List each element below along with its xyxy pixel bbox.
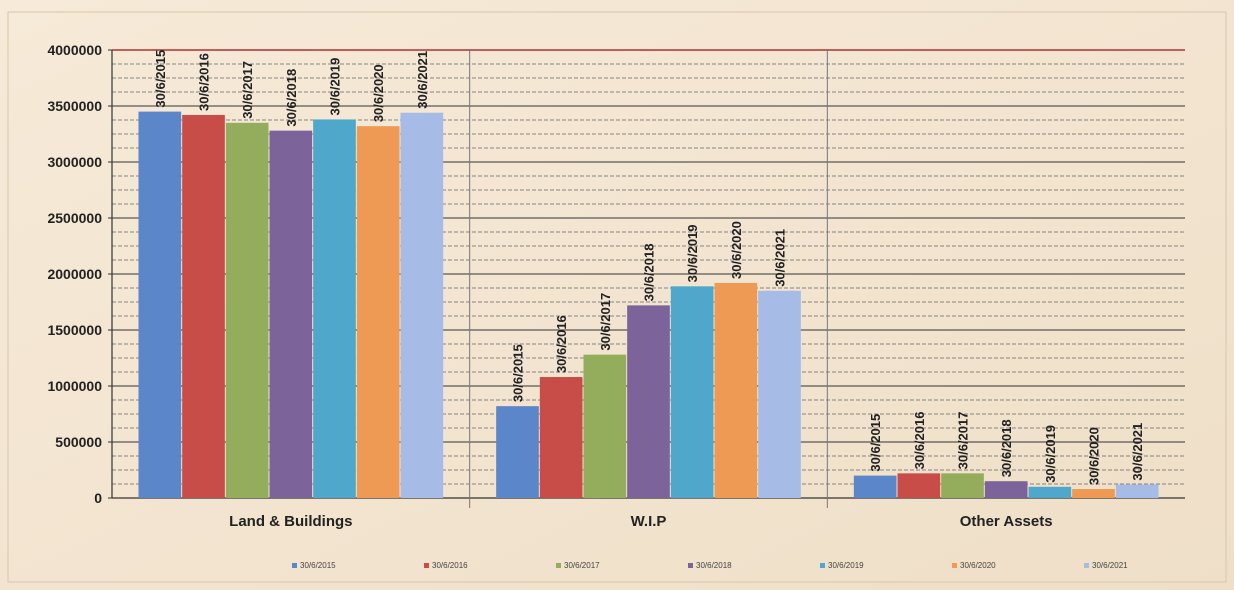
legend-swatch [292, 563, 297, 568]
bar-data-label: 30/6/2019 [328, 58, 343, 116]
legend-swatch [424, 563, 429, 568]
y-tick-label: 3000000 [47, 154, 102, 170]
y-tick-label: 500000 [55, 434, 102, 450]
bar-data-label: 30/6/2017 [598, 293, 613, 351]
bar [627, 305, 670, 498]
legend-label: 30/6/2016 [432, 561, 468, 570]
legend-swatch [688, 563, 693, 568]
legend-label: 30/6/2021 [1092, 561, 1128, 570]
y-tick-label: 1500000 [47, 322, 102, 338]
y-tick-label: 4000000 [47, 42, 102, 58]
bar [356, 126, 400, 498]
bar [313, 119, 356, 498]
bar [670, 286, 714, 498]
bar [138, 111, 182, 498]
bar-data-label: 30/6/2017 [956, 412, 971, 470]
bar-data-label: 30/6/2019 [1043, 425, 1058, 483]
bar [941, 473, 984, 498]
bar-data-label: 30/6/2018 [999, 419, 1014, 477]
bar [400, 112, 444, 498]
bar-data-label: 30/6/2021 [415, 51, 430, 109]
bar [269, 130, 313, 498]
bar-data-label: 30/6/2020 [1087, 427, 1102, 485]
legend: 30/6/2015 30/6/2016 30/6/2017 30/6/2018 30/6… [292, 561, 1128, 570]
x-category-label: Land & Buildings [229, 513, 352, 530]
legend-label: 30/6/2020 [960, 561, 996, 570]
bar-data-label: 30/6/2021 [773, 229, 788, 287]
chart-frame [7, 11, 1227, 583]
y-tick-label: 2000000 [47, 266, 102, 282]
bar [539, 377, 583, 498]
bar [1028, 486, 1072, 498]
bar-layer [138, 111, 1159, 499]
legend-label: 30/6/2018 [696, 561, 732, 570]
legend-swatch [820, 563, 825, 568]
legend-label: 30/6/2015 [300, 561, 336, 570]
bar [225, 122, 269, 499]
bar-data-label: 30/6/2015 [868, 414, 883, 472]
bar-data-label: 30/6/2018 [284, 69, 299, 127]
bar-data-label: 30/6/2016 [912, 412, 927, 470]
x-category-label: W.I.P [631, 513, 667, 530]
bar [853, 475, 897, 498]
x-category-label: Other Assets [960, 513, 1053, 530]
bar [758, 290, 801, 498]
y-tick-label: 2500000 [47, 210, 102, 226]
legend-label: 30/6/2017 [564, 561, 600, 570]
bar [714, 282, 758, 498]
bar [984, 481, 1028, 498]
y-tick-label: 0 [94, 490, 102, 506]
bar [182, 114, 225, 499]
y-tick-label: 3500000 [47, 98, 102, 114]
legend-swatch [952, 563, 957, 568]
bar-data-label: 30/6/2021 [1130, 423, 1145, 481]
legend-swatch [1084, 563, 1089, 568]
bar [583, 354, 627, 498]
bar-data-label: 30/6/2020 [371, 64, 386, 122]
y-tick-label: 1000000 [47, 378, 102, 394]
label-layer: 30/6/2015 30/6/2016 30/6/2017 30/6/2018 30/6… [153, 50, 1145, 485]
legend-label: 30/6/2019 [828, 561, 864, 570]
bar-data-label: 30/6/2015 [511, 344, 526, 402]
bar-data-label: 30/6/2020 [729, 221, 744, 279]
bar-data-label: 30/6/2019 [685, 224, 700, 282]
bar [1115, 484, 1159, 498]
legend-swatch [556, 563, 561, 568]
bar-data-label: 30/6/2016 [554, 315, 569, 373]
bar [1072, 489, 1115, 498]
bar-data-label: 30/6/2015 [153, 50, 168, 108]
bar-data-label: 30/6/2018 [642, 244, 657, 302]
bar-data-label: 30/6/2016 [197, 53, 212, 111]
bar [496, 406, 539, 498]
bar [897, 473, 941, 498]
bar-data-label: 30/6/2017 [240, 61, 255, 119]
